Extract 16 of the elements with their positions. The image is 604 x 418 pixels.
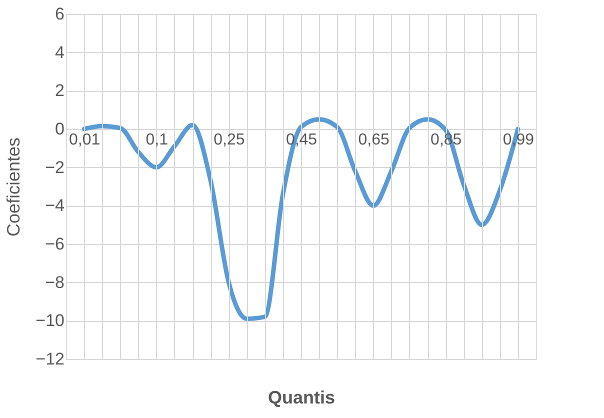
y-tick-label: −2 <box>45 158 64 177</box>
y-axis-title: Coeficientes <box>4 137 24 237</box>
x-tick-label: 0,25 <box>214 132 245 148</box>
x-tick-label: 0,65 <box>358 132 390 148</box>
y-tick-label: −8 <box>45 272 64 292</box>
y-tick-label: 6 <box>55 4 64 24</box>
y-tick-label: −4 <box>45 196 64 216</box>
x-tick-label: 0,01 <box>69 132 100 148</box>
y-tick-label: −12 <box>36 350 64 368</box>
y-tick-label: −6 <box>45 234 64 254</box>
y-tick-label: 0 <box>55 120 64 138</box>
y-tick-label: 2 <box>55 81 64 100</box>
y-tick-label: −10 <box>36 311 64 330</box>
y-tick-label: 4 <box>55 42 64 62</box>
x-axis-title: Quantis <box>268 388 336 408</box>
x-tick-label: 0,1 <box>146 132 168 148</box>
